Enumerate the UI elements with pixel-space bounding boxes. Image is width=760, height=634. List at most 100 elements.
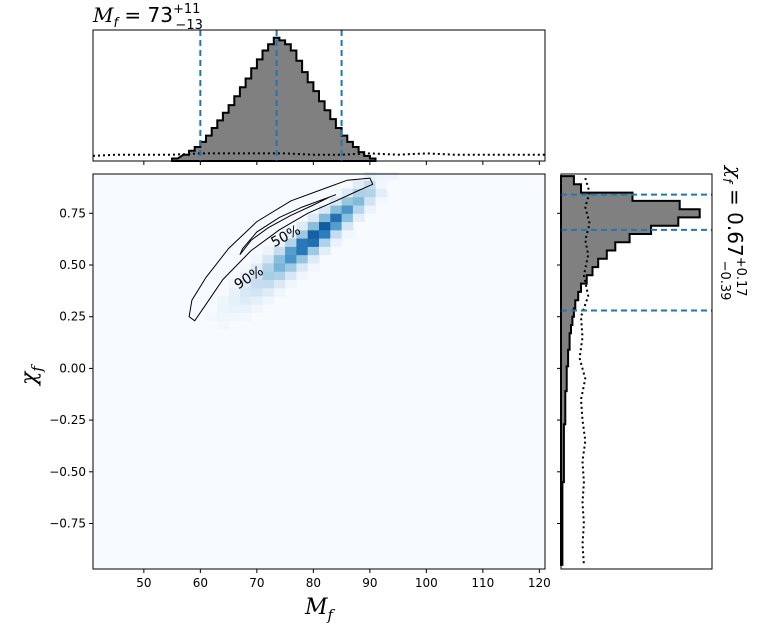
density-cell	[386, 171, 399, 181]
y-tick-label: 0.25	[59, 310, 86, 324]
density-cell	[273, 246, 286, 256]
density-cell	[341, 229, 354, 239]
density-cell	[364, 205, 376, 214]
density-cell	[239, 296, 252, 305]
density-cell	[217, 296, 230, 305]
density-cell	[251, 271, 263, 280]
density-cell	[285, 238, 297, 247]
density-cell	[375, 180, 388, 189]
density-cell	[319, 221, 331, 231]
density-cell	[273, 254, 286, 264]
density-cell	[341, 213, 354, 223]
density-cell	[285, 271, 297, 280]
density-cell	[296, 221, 309, 231]
x-tick-label: 90	[362, 576, 377, 590]
density-cell	[228, 287, 241, 297]
density-cell	[296, 246, 309, 256]
contour-50	[239, 194, 337, 256]
density-cell	[364, 171, 376, 181]
density-cell	[262, 262, 275, 272]
density-cell	[273, 271, 286, 280]
y-tick-label: −0.75	[49, 517, 86, 531]
spin-title-low: −0.39	[717, 261, 732, 301]
density-cell	[217, 320, 230, 330]
density-cell	[262, 296, 275, 305]
main-panel-frame	[92, 173, 546, 570]
density-cell	[217, 304, 230, 314]
mass-title-low: −13	[175, 18, 202, 33]
density-cell	[307, 262, 320, 272]
mass-prior-curve	[92, 152, 545, 157]
density-cell	[251, 304, 263, 314]
density-cell	[251, 296, 263, 305]
mass-summary-title: Mf = 73+11 −13	[92, 2, 203, 33]
mass-title-sub: f	[113, 16, 120, 31]
density-cell	[330, 213, 343, 223]
density-cell	[239, 304, 252, 314]
density-cell	[228, 296, 241, 305]
density-cell	[375, 188, 388, 198]
density-cell	[239, 312, 252, 322]
y-axis-label: χf	[17, 364, 46, 387]
mass-title-sup: +11	[173, 2, 200, 17]
density-cell	[285, 254, 297, 264]
density-cell	[262, 254, 275, 264]
density-cell	[341, 196, 354, 206]
density-cell	[352, 196, 365, 206]
right-panel-frame	[560, 173, 713, 570]
top-panel-frame	[92, 29, 546, 162]
y-axis-label-subscript: f	[28, 364, 46, 373]
x-tick-label: 110	[471, 576, 494, 590]
density-cell	[330, 229, 343, 239]
mass-title-eq: = 73	[118, 3, 173, 27]
density-cell	[262, 271, 275, 280]
x-tick-label: 60	[193, 576, 208, 590]
density-cell	[307, 238, 320, 247]
spin-title-eq: = 0.67	[723, 183, 747, 257]
y-tick-label: 0.00	[59, 361, 86, 375]
density-cell	[330, 188, 343, 198]
x-axis-label: Mf	[304, 595, 336, 624]
x-axis-label-subscript: f	[326, 606, 335, 624]
x-tick-label: 50	[136, 576, 151, 590]
density-cell	[285, 229, 297, 239]
density-cell	[206, 312, 218, 322]
density-cell	[285, 279, 297, 289]
y-tick-label: −0.25	[49, 413, 86, 427]
density-cell	[307, 229, 320, 239]
density-cell	[375, 196, 388, 206]
spin-title-sub: f	[719, 178, 734, 185]
mass-title-symbol: M	[92, 3, 114, 27]
density-cell	[273, 287, 286, 297]
density-cell	[285, 262, 297, 272]
mass-posterior-histogram	[171, 36, 377, 162]
density-cell	[341, 221, 354, 231]
density-cell	[285, 246, 297, 256]
y-axis-label-symbol: χ	[17, 370, 42, 387]
density-cell	[262, 246, 275, 256]
density-cell	[239, 287, 252, 297]
density-cell	[251, 279, 263, 289]
density-cell	[375, 171, 388, 181]
density-cell	[341, 188, 354, 198]
density-cell	[330, 238, 343, 247]
density-cell	[251, 262, 263, 272]
y-tick-label: 0.75	[59, 206, 86, 220]
density-cell	[262, 287, 275, 297]
density-cell	[262, 279, 275, 289]
x-tick-label: 100	[415, 576, 438, 590]
density-cell	[273, 262, 286, 272]
density-cell	[319, 246, 331, 256]
density-cell	[364, 196, 376, 206]
density-cell	[228, 312, 241, 322]
density-cell	[228, 279, 241, 289]
density-heatmap	[206, 171, 399, 330]
density-cell	[319, 205, 331, 214]
density-cell	[341, 205, 354, 214]
density-cell	[307, 246, 320, 256]
density-cell	[239, 271, 252, 280]
density-cell	[319, 229, 331, 239]
density-cell	[307, 205, 320, 214]
density-cell	[319, 213, 331, 223]
density-cell	[228, 304, 241, 314]
